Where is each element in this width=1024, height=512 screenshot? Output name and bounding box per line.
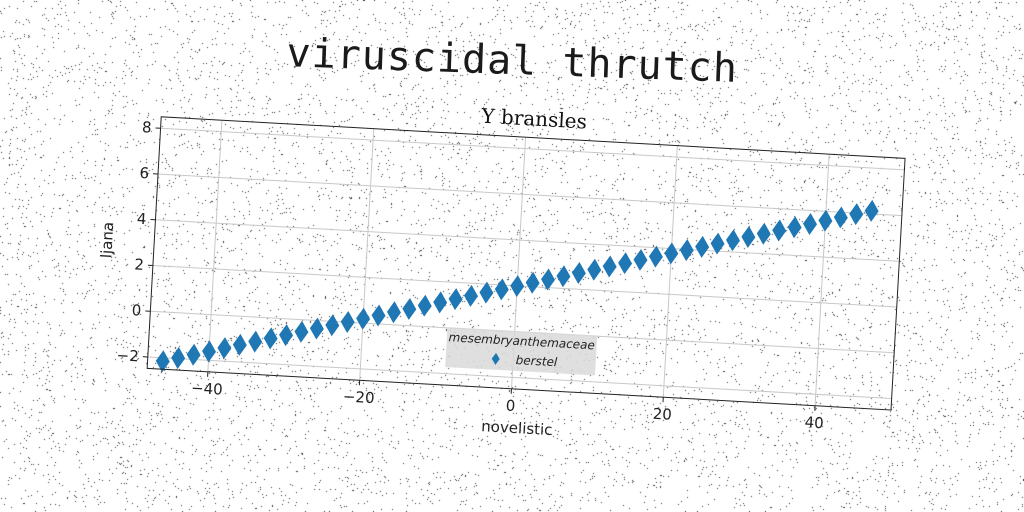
legend: mesembryanthemaceae berstel [445, 327, 598, 376]
data-point [510, 275, 525, 298]
data-point [741, 226, 756, 249]
x-tick-label: 0 [505, 396, 516, 415]
y-tick-label: 0 [131, 301, 142, 320]
y-tick-label: 4 [136, 210, 147, 229]
data-points [155, 199, 879, 373]
data-point [202, 340, 216, 363]
data-point [155, 350, 170, 373]
data-point [602, 255, 617, 278]
x-axis-label: novelistic [481, 417, 553, 439]
data-point [494, 278, 509, 301]
data-point [679, 239, 694, 262]
chart-container: Y bransles −40 −20 0 20 40 −2 0 2 4 6 8 novelisti… [55, 67, 955, 496]
data-point [618, 252, 633, 275]
data-point [433, 291, 448, 314]
legend-box [445, 327, 598, 376]
y-axis-ticks: −2 0 2 4 6 8 [116, 118, 161, 365]
data-point [171, 346, 186, 369]
data-point [710, 232, 725, 255]
y-tick-label: 8 [142, 118, 153, 137]
data-point [217, 337, 232, 360]
legend-entry-label: berstel [515, 353, 558, 369]
legend-marker [491, 352, 500, 365]
data-point [803, 212, 818, 235]
data-point [849, 203, 864, 226]
data-point [587, 258, 602, 281]
data-point [479, 281, 494, 304]
y-gridline [157, 173, 902, 217]
data-point [186, 343, 201, 366]
data-point [402, 297, 417, 320]
data-point [309, 317, 324, 340]
data-point [340, 311, 355, 334]
data-point [371, 304, 386, 327]
data-point [695, 235, 710, 258]
data-point [556, 265, 571, 288]
data-point [325, 314, 340, 337]
data-point [248, 330, 263, 353]
grid [147, 120, 905, 406]
y-axis-label: ljana [97, 221, 117, 258]
chart-title: Y bransles [480, 104, 588, 134]
x-axis-ticks: −40 −20 0 20 40 [191, 371, 824, 432]
data-point [864, 199, 879, 222]
data-point [787, 216, 802, 239]
y-tick-label: 6 [139, 164, 150, 183]
data-point [725, 229, 740, 252]
x-tick-label: 40 [804, 413, 824, 432]
data-point [664, 242, 679, 265]
data-point [756, 222, 771, 245]
x-tick-label: −20 [342, 387, 375, 407]
data-point [417, 294, 432, 317]
data-point [464, 284, 478, 307]
data-point [833, 206, 848, 229]
x-gridline [662, 145, 678, 398]
x-gridline [207, 120, 223, 372]
y-gridline [152, 264, 897, 308]
data-point [772, 219, 787, 242]
data-point [633, 248, 648, 271]
x-gridline [359, 128, 375, 381]
data-point [541, 268, 556, 291]
data-point [448, 288, 463, 311]
data-point [571, 262, 586, 284]
data-point [263, 327, 278, 350]
data-point [294, 320, 309, 343]
y-gridline [155, 219, 900, 262]
y-tick-label: 2 [134, 255, 145, 274]
y-gridline [147, 356, 892, 400]
data-point [648, 245, 663, 268]
plot-frame [146, 116, 906, 411]
data-point [525, 271, 540, 294]
y-tick-label: −2 [116, 346, 139, 365]
data-point [232, 333, 247, 356]
y-gridline [160, 127, 905, 171]
x-tick-label: 20 [652, 405, 672, 424]
data-point [279, 324, 294, 347]
x-tick-label: −40 [191, 379, 224, 399]
data-point [386, 301, 401, 324]
x-gridline [814, 154, 830, 406]
data-point [818, 209, 833, 232]
data-point [356, 307, 371, 330]
